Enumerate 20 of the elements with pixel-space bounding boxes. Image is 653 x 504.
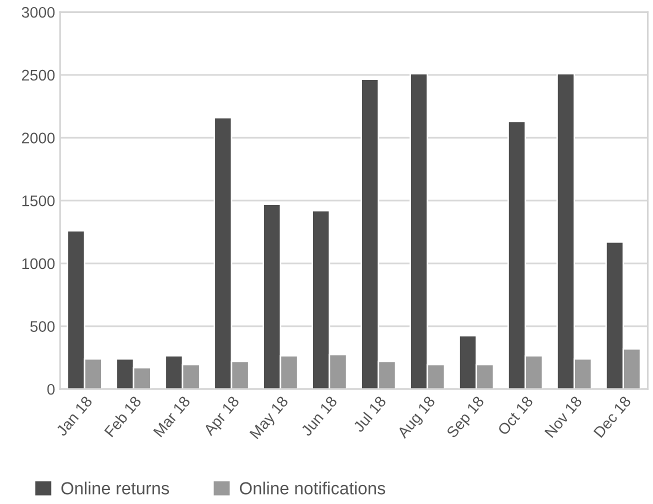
x-tick-label: Sep 18 [446, 395, 487, 440]
y-tick-label: 3000 [22, 6, 55, 18]
x-tick-label: Jan 18 [56, 395, 93, 437]
legend-label: Online notifications [240, 482, 386, 494]
y-tick-label: 1500 [22, 195, 55, 206]
y-tick-label: 1000 [22, 258, 55, 270]
y-tick-label: 2000 [22, 132, 55, 144]
x-tick-label: Mar 18 [153, 395, 191, 438]
x-tick-label: Jun 18 [300, 395, 338, 437]
y-tick-label: 2500 [22, 70, 55, 81]
y-tick-label: 0 [47, 384, 55, 395]
x-tick-label: Aug 18 [396, 395, 438, 441]
legend-label: Online returns [61, 482, 170, 494]
x-tick-label: Jul 18 [352, 395, 387, 433]
x-tick-label: Feb 18 [104, 395, 142, 438]
x-tick-label: Oct 18 [497, 395, 534, 436]
x-tick-label: Nov 18 [544, 395, 582, 438]
y-tick-label: 500 [30, 321, 55, 332]
x-tick-label: Apr 18 [202, 395, 242, 438]
x-tick-label: Dec 18 [593, 395, 632, 438]
